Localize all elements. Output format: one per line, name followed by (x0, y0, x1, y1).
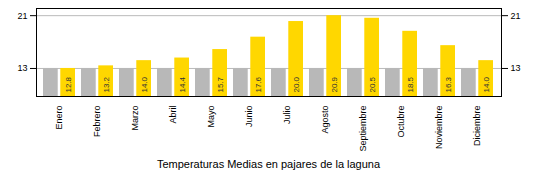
svg-text:18.5: 18.5 (406, 76, 415, 92)
svg-text:Junio: Junio (244, 106, 254, 128)
svg-text:Noviembre: Noviembre (434, 106, 444, 150)
svg-text:Mayo: Mayo (206, 106, 216, 128)
svg-text:Julio: Julio (282, 106, 292, 125)
svg-text:21: 21 (511, 11, 521, 21)
svg-text:21: 21 (17, 11, 27, 21)
svg-text:14.4: 14.4 (178, 76, 187, 92)
html-text:Temperaturas Medias en pajares: Temperaturas Medias en pajares de la lag… (156, 158, 381, 170)
svg-text:15.7: 15.7 (216, 76, 225, 92)
svg-text:12.8: 12.8 (64, 76, 73, 92)
svg-text:Agosto: Agosto (320, 106, 330, 134)
svg-text:20.9: 20.9 (330, 76, 339, 92)
svg-text:14.0: 14.0 (140, 76, 149, 92)
svg-text:Octubre: Octubre (396, 106, 406, 138)
svg-text:13.2: 13.2 (102, 76, 111, 92)
svg-text:Abril: Abril (168, 106, 178, 124)
svg-text:13: 13 (511, 63, 521, 73)
svg-text:17.6: 17.6 (254, 76, 263, 92)
svg-text:20.5: 20.5 (368, 76, 377, 92)
svg-text:16.3: 16.3 (444, 76, 453, 92)
svg-text:Marzo: Marzo (130, 106, 140, 131)
svg-text:Septiembre: Septiembre (358, 106, 368, 152)
svg-text:20.0: 20.0 (292, 76, 301, 92)
svg-text:Febrero: Febrero (92, 106, 102, 138)
svg-text:Enero: Enero (54, 106, 64, 130)
svg-text:13: 13 (17, 63, 27, 73)
svg-text:Diciembre: Diciembre (472, 106, 482, 147)
svg-text:14.0: 14.0 (482, 76, 491, 92)
